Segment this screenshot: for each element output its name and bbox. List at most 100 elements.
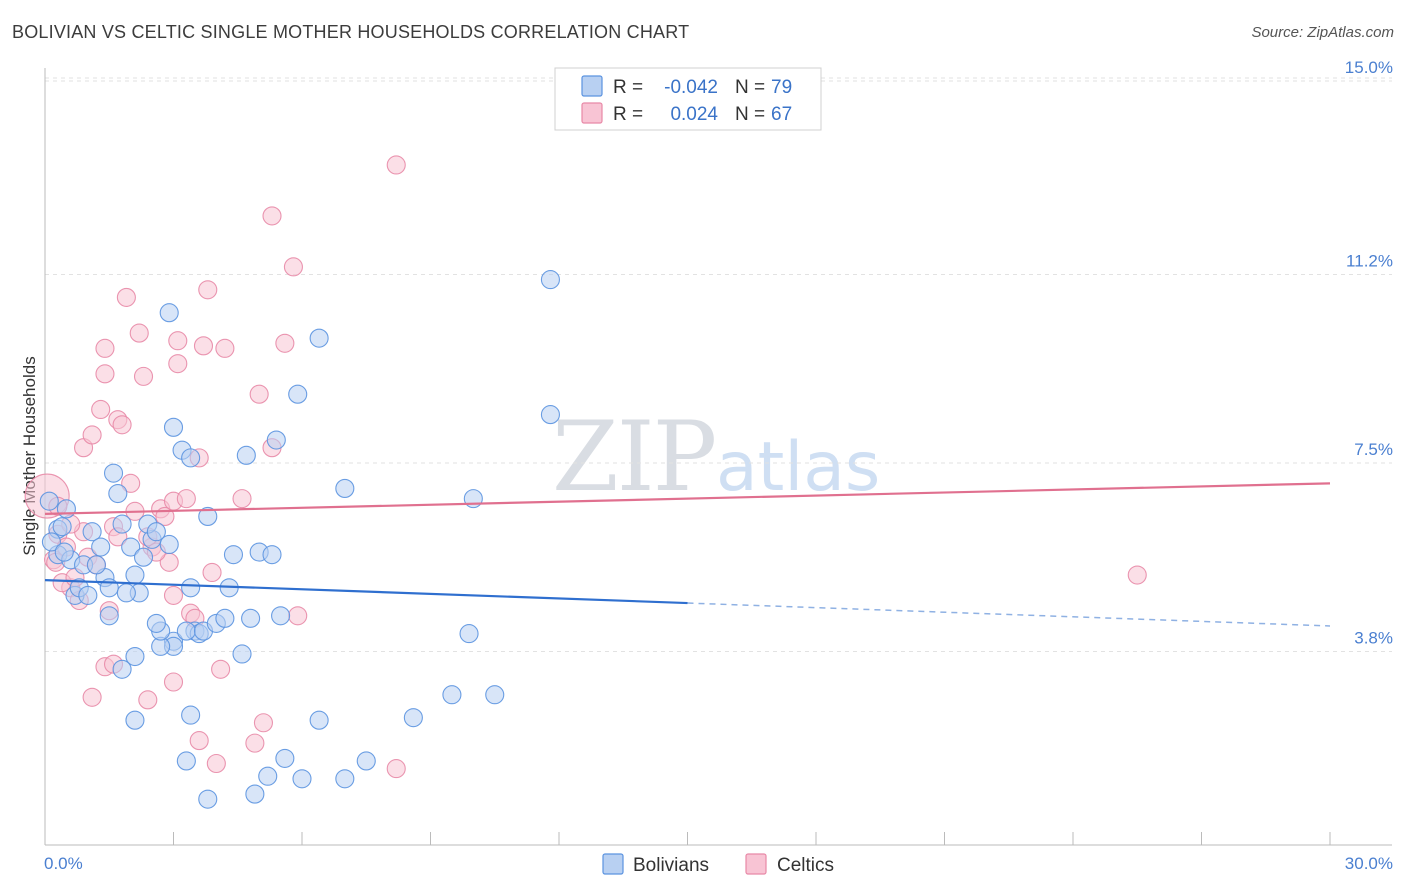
bolivians-point bbox=[442, 685, 462, 705]
celtics-point bbox=[249, 384, 269, 404]
celtics-point bbox=[245, 733, 265, 753]
bolivians-point bbox=[335, 478, 355, 498]
bolivians-point bbox=[133, 547, 154, 567]
bolivians-point bbox=[159, 303, 179, 323]
bolivians-point bbox=[176, 751, 196, 771]
bolivians-point bbox=[236, 445, 256, 465]
celtics-point bbox=[163, 585, 184, 605]
bolivians-point bbox=[112, 514, 132, 534]
stats-r-value-celtics: 0.024 bbox=[670, 104, 718, 125]
bolivians-point bbox=[540, 405, 560, 425]
bolivians-point bbox=[275, 748, 295, 768]
celtics-point bbox=[112, 415, 132, 435]
stats-n-value-bolivians: 79 bbox=[771, 77, 792, 98]
celtics-point bbox=[211, 659, 231, 679]
celtics-point bbox=[95, 364, 115, 384]
bolivians-point bbox=[258, 766, 278, 786]
bolivians-point bbox=[181, 705, 201, 725]
bolivians-point bbox=[99, 606, 119, 626]
celtics-point bbox=[133, 366, 154, 386]
bolivians-point bbox=[54, 542, 74, 562]
bolivians-point bbox=[39, 491, 59, 511]
y-tick-label: 11.2% bbox=[1346, 252, 1393, 271]
celtics-point bbox=[163, 672, 184, 692]
celtics-point bbox=[253, 713, 274, 733]
legend-label-bolivians: Bolivians bbox=[633, 855, 709, 876]
bolivians-point bbox=[403, 708, 423, 728]
bolivians-point bbox=[459, 624, 479, 644]
bolivians-point bbox=[181, 578, 201, 598]
bolivians-trend-line-extension bbox=[687, 602, 1331, 627]
legend: Bolivians Celtics bbox=[602, 853, 834, 876]
legend-swatch-celtics bbox=[745, 853, 767, 875]
celtics-point bbox=[82, 687, 102, 707]
bolivians-point bbox=[335, 769, 355, 789]
bolivians-point bbox=[245, 784, 265, 804]
stats-r-label-bolivians: R = bbox=[613, 77, 643, 98]
bolivians-point bbox=[78, 585, 98, 605]
celtics-point bbox=[91, 399, 111, 420]
bolivians-point bbox=[241, 608, 261, 628]
y-tick-label: 7.5% bbox=[1354, 440, 1393, 459]
bolivians-point bbox=[163, 417, 184, 437]
stats-swatch-celtics bbox=[581, 102, 603, 124]
legend-label-celtics: Celtics bbox=[777, 855, 834, 876]
bolivians-point bbox=[159, 534, 179, 555]
celtics-point bbox=[206, 753, 226, 774]
celtics-point bbox=[262, 206, 282, 226]
celtics-point bbox=[193, 336, 214, 356]
watermark-zip: ZIP bbox=[552, 401, 715, 513]
bolivians-point bbox=[116, 583, 136, 603]
x-tick-label-min: 0.0% bbox=[44, 854, 83, 873]
y-axis-title: Single Mother Households bbox=[20, 356, 39, 555]
celtics-point bbox=[283, 257, 303, 277]
trend-lines bbox=[44, 482, 1331, 627]
grid-lines bbox=[45, 77, 1392, 652]
bolivians-point bbox=[125, 565, 145, 585]
bolivians-point bbox=[112, 659, 132, 679]
bolivians-points bbox=[39, 270, 560, 809]
stats-n-label-celtics: N = bbox=[735, 104, 765, 125]
bolivians-point bbox=[356, 751, 376, 771]
y-tick-label: 15.0% bbox=[1345, 58, 1393, 77]
bolivians-point bbox=[181, 448, 201, 468]
bolivians-point bbox=[125, 710, 145, 730]
celtics-point bbox=[386, 759, 406, 779]
bolivians-point bbox=[86, 555, 106, 575]
bolivians-point bbox=[176, 621, 196, 641]
bolivians-point bbox=[266, 430, 286, 450]
celtics-point bbox=[215, 338, 235, 358]
bolivians-point bbox=[52, 517, 72, 537]
stats-r-value-bolivians: -0.042 bbox=[664, 77, 718, 98]
stats-box: R = -0.042 N = 79 R = 0.024 N = 67 bbox=[554, 67, 822, 131]
celtics-point bbox=[176, 489, 196, 509]
bolivians-point bbox=[223, 545, 244, 565]
bolivians-point bbox=[108, 483, 128, 504]
bolivians-point bbox=[198, 789, 218, 809]
celtics-point bbox=[95, 338, 115, 358]
bolivians-point bbox=[82, 522, 102, 542]
bolivians-point bbox=[91, 537, 111, 557]
celtics-point bbox=[275, 333, 295, 353]
x-tick-label-max: 30.0% bbox=[1345, 854, 1393, 873]
celtics-point bbox=[82, 425, 102, 445]
chart-title: BOLIVIAN VS CELTIC SINGLE MOTHER HOUSEHO… bbox=[12, 22, 690, 42]
celtics-point bbox=[116, 287, 136, 307]
celtics-point bbox=[121, 473, 141, 493]
bolivians-point bbox=[485, 685, 505, 705]
stats-n-label-bolivians: N = bbox=[735, 77, 765, 98]
celtics-point bbox=[288, 606, 308, 626]
stats-swatch-bolivians bbox=[581, 75, 603, 97]
axes bbox=[44, 68, 1392, 846]
bolivians-point bbox=[56, 499, 76, 519]
celtics-trend-line bbox=[44, 482, 1331, 516]
bolivians-trend-line bbox=[44, 579, 688, 605]
legend-swatch-bolivians bbox=[602, 853, 624, 875]
chart-source: Source: ZipAtlas.com bbox=[1251, 24, 1394, 41]
bolivians-point bbox=[103, 463, 124, 483]
celtics-point bbox=[386, 155, 406, 175]
stats-r-label-celtics: R = bbox=[613, 104, 643, 125]
stats-n-value-celtics: 67 bbox=[771, 104, 792, 125]
bolivians-point bbox=[121, 537, 141, 557]
